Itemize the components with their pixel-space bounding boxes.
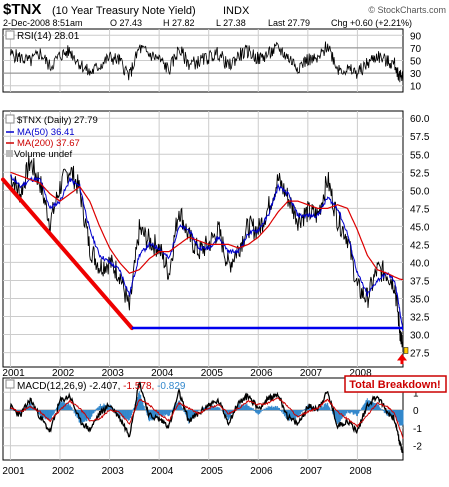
rsi-series-line bbox=[10, 41, 404, 83]
price-tick-label: 60.0 bbox=[410, 114, 430, 125]
legend-price: $TNX (Daily) 27.79 bbox=[17, 115, 98, 126]
price-tick-label: 45.0 bbox=[410, 222, 430, 233]
macd-tick-label: 0 bbox=[413, 406, 419, 417]
last-price-marker bbox=[403, 347, 409, 354]
macd-tick-label: -2 bbox=[413, 442, 422, 453]
quote-change: Chg +0.60 (+2.21%) bbox=[331, 18, 412, 28]
year-tick-label-price: 2007 bbox=[300, 368, 323, 379]
grid-layer bbox=[3, 29, 403, 460]
year-tick-label-macd: 2007 bbox=[300, 466, 323, 477]
price-tick-label: 40.0 bbox=[410, 258, 430, 269]
macd-tick-label: 1 bbox=[413, 388, 419, 399]
year-tick-label-macd: 2001 bbox=[2, 466, 25, 477]
series-layer bbox=[9, 41, 404, 453]
macd-signal-line bbox=[10, 397, 404, 439]
rsi-tick-label: 70 bbox=[410, 44, 422, 55]
breakdown-arrow-head bbox=[397, 354, 408, 361]
year-tick-label-macd: 2002 bbox=[52, 466, 75, 477]
rsi-tick-label: 50 bbox=[410, 57, 422, 68]
legend-volume-swatch bbox=[6, 150, 13, 157]
quote-high: H 27.82 bbox=[163, 18, 195, 28]
rsi-tick-label: 10 bbox=[410, 82, 422, 93]
price-legend-box bbox=[5, 114, 15, 124]
year-tick-label-price: 2002 bbox=[52, 368, 75, 379]
rsi-tick-label: 30 bbox=[410, 69, 422, 80]
overlay-layer bbox=[1, 177, 409, 365]
watermark-text: © StockCharts.com bbox=[368, 5, 446, 15]
year-tick-label-price: 2003 bbox=[102, 368, 125, 379]
price-tick-label: 50.0 bbox=[410, 186, 430, 197]
macd-label-macd: -2.407, bbox=[89, 381, 120, 392]
year-tick-label-price: 2004 bbox=[151, 368, 174, 379]
rsi-label: RSI(14) 28.01 bbox=[17, 31, 80, 42]
macd-legend-box bbox=[5, 379, 15, 389]
price-tick-label: 27.5 bbox=[410, 349, 430, 360]
macd-label-name: MACD(12,26,9) bbox=[17, 381, 86, 392]
macd-tick-label: -1 bbox=[413, 424, 422, 435]
ma200-series-line bbox=[10, 171, 403, 281]
annotation-box bbox=[344, 375, 447, 393]
price-tick-label: 57.5 bbox=[410, 132, 430, 143]
quote-last: Last 27.79 bbox=[268, 18, 310, 28]
ticker-symbol: $TNX bbox=[3, 1, 41, 18]
legend-ma50: MA(50) 36.41 bbox=[17, 127, 75, 138]
price-tick-label: 30.0 bbox=[410, 331, 430, 342]
year-tick-label-macd: 2004 bbox=[151, 466, 174, 477]
quote-date: 2-Dec-2008 8:51am bbox=[3, 18, 83, 28]
year-tick-label-price: 2001 bbox=[2, 368, 25, 379]
ma50-series-line bbox=[10, 174, 404, 332]
price-tick-label: 37.5 bbox=[410, 276, 430, 287]
year-tick-label-macd: 2003 bbox=[102, 466, 125, 477]
price-panel-frame bbox=[2, 110, 404, 368]
downtrend-line bbox=[1, 177, 134, 331]
price-tick-label: 35.0 bbox=[410, 294, 430, 305]
tick-layer: 2001 2001 2002 2002 2003 2003 2004 2004 2005 2005… bbox=[2, 31, 429, 477]
quote-low: L 27.38 bbox=[216, 18, 246, 28]
legend-volume: Volume undef bbox=[14, 149, 72, 160]
ticker-name: (10 Year Treasury Note Yield) bbox=[52, 5, 196, 17]
year-tick-label-price: 2008 bbox=[349, 368, 372, 379]
price-tick-label: 42.5 bbox=[410, 240, 430, 251]
year-tick-label-price: 2005 bbox=[201, 368, 224, 379]
price-legend: $TNX (Daily) 27.79 MA(50) 36.41 MA(200) … bbox=[5, 114, 98, 160]
year-tick-label-macd: 2008 bbox=[349, 466, 372, 477]
rsi-legend-box bbox=[5, 30, 15, 40]
price-tick-label: 32.5 bbox=[410, 313, 430, 324]
quote-open: O 27.43 bbox=[110, 18, 142, 28]
year-tick-label-macd: 2005 bbox=[201, 466, 224, 477]
macd-label-hist: -0.829 bbox=[157, 381, 186, 392]
year-tick-label-price: 2006 bbox=[250, 368, 273, 379]
year-tick-label-macd: 2006 bbox=[250, 466, 273, 477]
macd-label: MACD(12,26,9) -2.407, -1.578, -0.829 bbox=[17, 381, 186, 392]
price-tick-label: 52.5 bbox=[410, 168, 430, 179]
legend-ma200: MA(200) 37.67 bbox=[17, 138, 80, 149]
price-tick-label: 55.0 bbox=[410, 150, 430, 161]
price-tick-label: 47.5 bbox=[410, 204, 430, 215]
macd-label-signal: -1.578, bbox=[123, 381, 154, 392]
annotation-text: Total Breakdown! bbox=[349, 379, 440, 391]
exchange-label: INDX bbox=[223, 5, 250, 17]
macd-series-line bbox=[9, 381, 404, 453]
rsi-tick-label: 90 bbox=[410, 31, 422, 42]
